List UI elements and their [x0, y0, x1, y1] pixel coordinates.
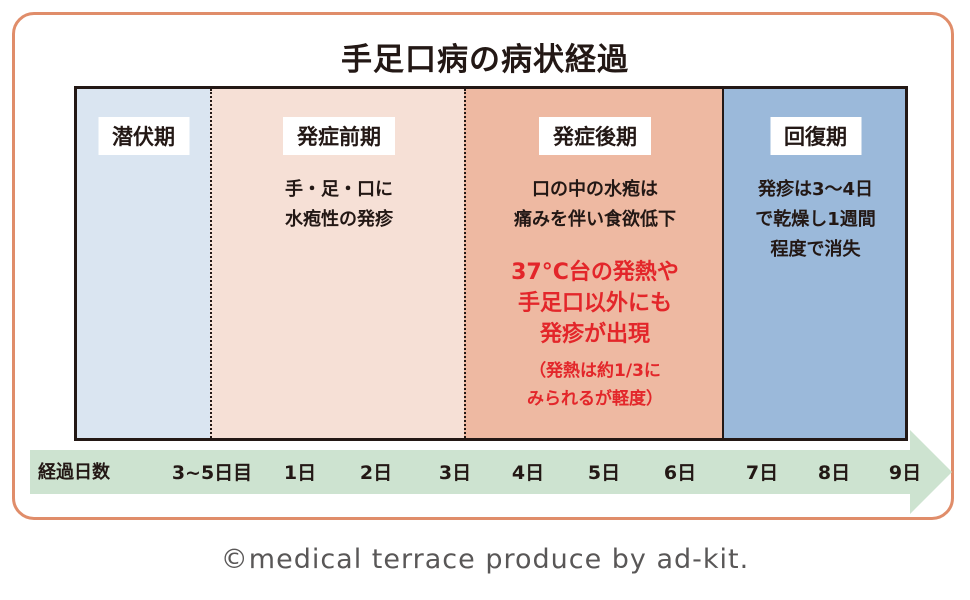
timeline-tick: 7日	[745, 462, 779, 484]
timeline-tick: 3~5日目	[171, 462, 253, 484]
timeline-axis-label: 経過日数	[38, 462, 110, 483]
timeline-tick: 5日	[587, 462, 621, 484]
timeline-tick: 8日	[817, 462, 851, 484]
stage-label: 潜伏期	[98, 117, 189, 155]
stage-table: 潜伏期 発症前期 手・足・口に 水疱性の発疹 発症後期 口の中の水疱は 痛みを伴…	[74, 86, 908, 441]
stage-late-onset: 発症後期 口の中の水疱は 痛みを伴い食欲低下 37°C台の発熱や 手足口以外にも…	[464, 89, 724, 438]
timeline-tick: 4日	[511, 462, 545, 484]
stage-highlight-text: 37°C台の発熱や 手足口以外にも 発疹が出現	[511, 260, 679, 347]
page-title: 手足口病の病状経過	[341, 42, 629, 78]
timeline-arrow-icon	[30, 430, 952, 514]
timeline-arrow-shape	[30, 430, 952, 514]
stage-description: 口の中の水疱は 痛みを伴い食欲低下	[514, 179, 676, 230]
stage-description: 発疹は3～4日 で乾燥し1週間 程度で消失	[755, 179, 876, 260]
timeline-tick: 1日	[283, 462, 317, 484]
stage-incubation: 潜伏期	[77, 89, 210, 438]
stage-note-text: （発熱は約1/3に みられるが軽度）	[527, 361, 663, 409]
copyright-footer: ©medical terrace produce by ad-kit.	[220, 544, 750, 575]
stage-label: 回復期	[770, 117, 861, 155]
timeline-tick: 6日	[663, 462, 697, 484]
timeline-tick: 9日	[888, 462, 922, 484]
timeline-tick: 3日	[438, 462, 472, 484]
stage-early-onset: 発症前期 手・足・口に 水疱性の発疹	[210, 89, 466, 438]
timeline-days: 経過日数 3~5日目 1日 2日 3日 4日 5日 6日 7日 8日 9日	[0, 458, 970, 488]
stage-description: 手・足・口に 水疱性の発疹	[285, 179, 393, 230]
stage-label: 発症後期	[539, 117, 651, 155]
timeline-tick: 2日	[359, 462, 393, 484]
stage-recovery: 回復期 発疹は3～4日 で乾燥し1週間 程度で消失	[722, 89, 905, 438]
stage-label: 発症前期	[283, 117, 395, 155]
